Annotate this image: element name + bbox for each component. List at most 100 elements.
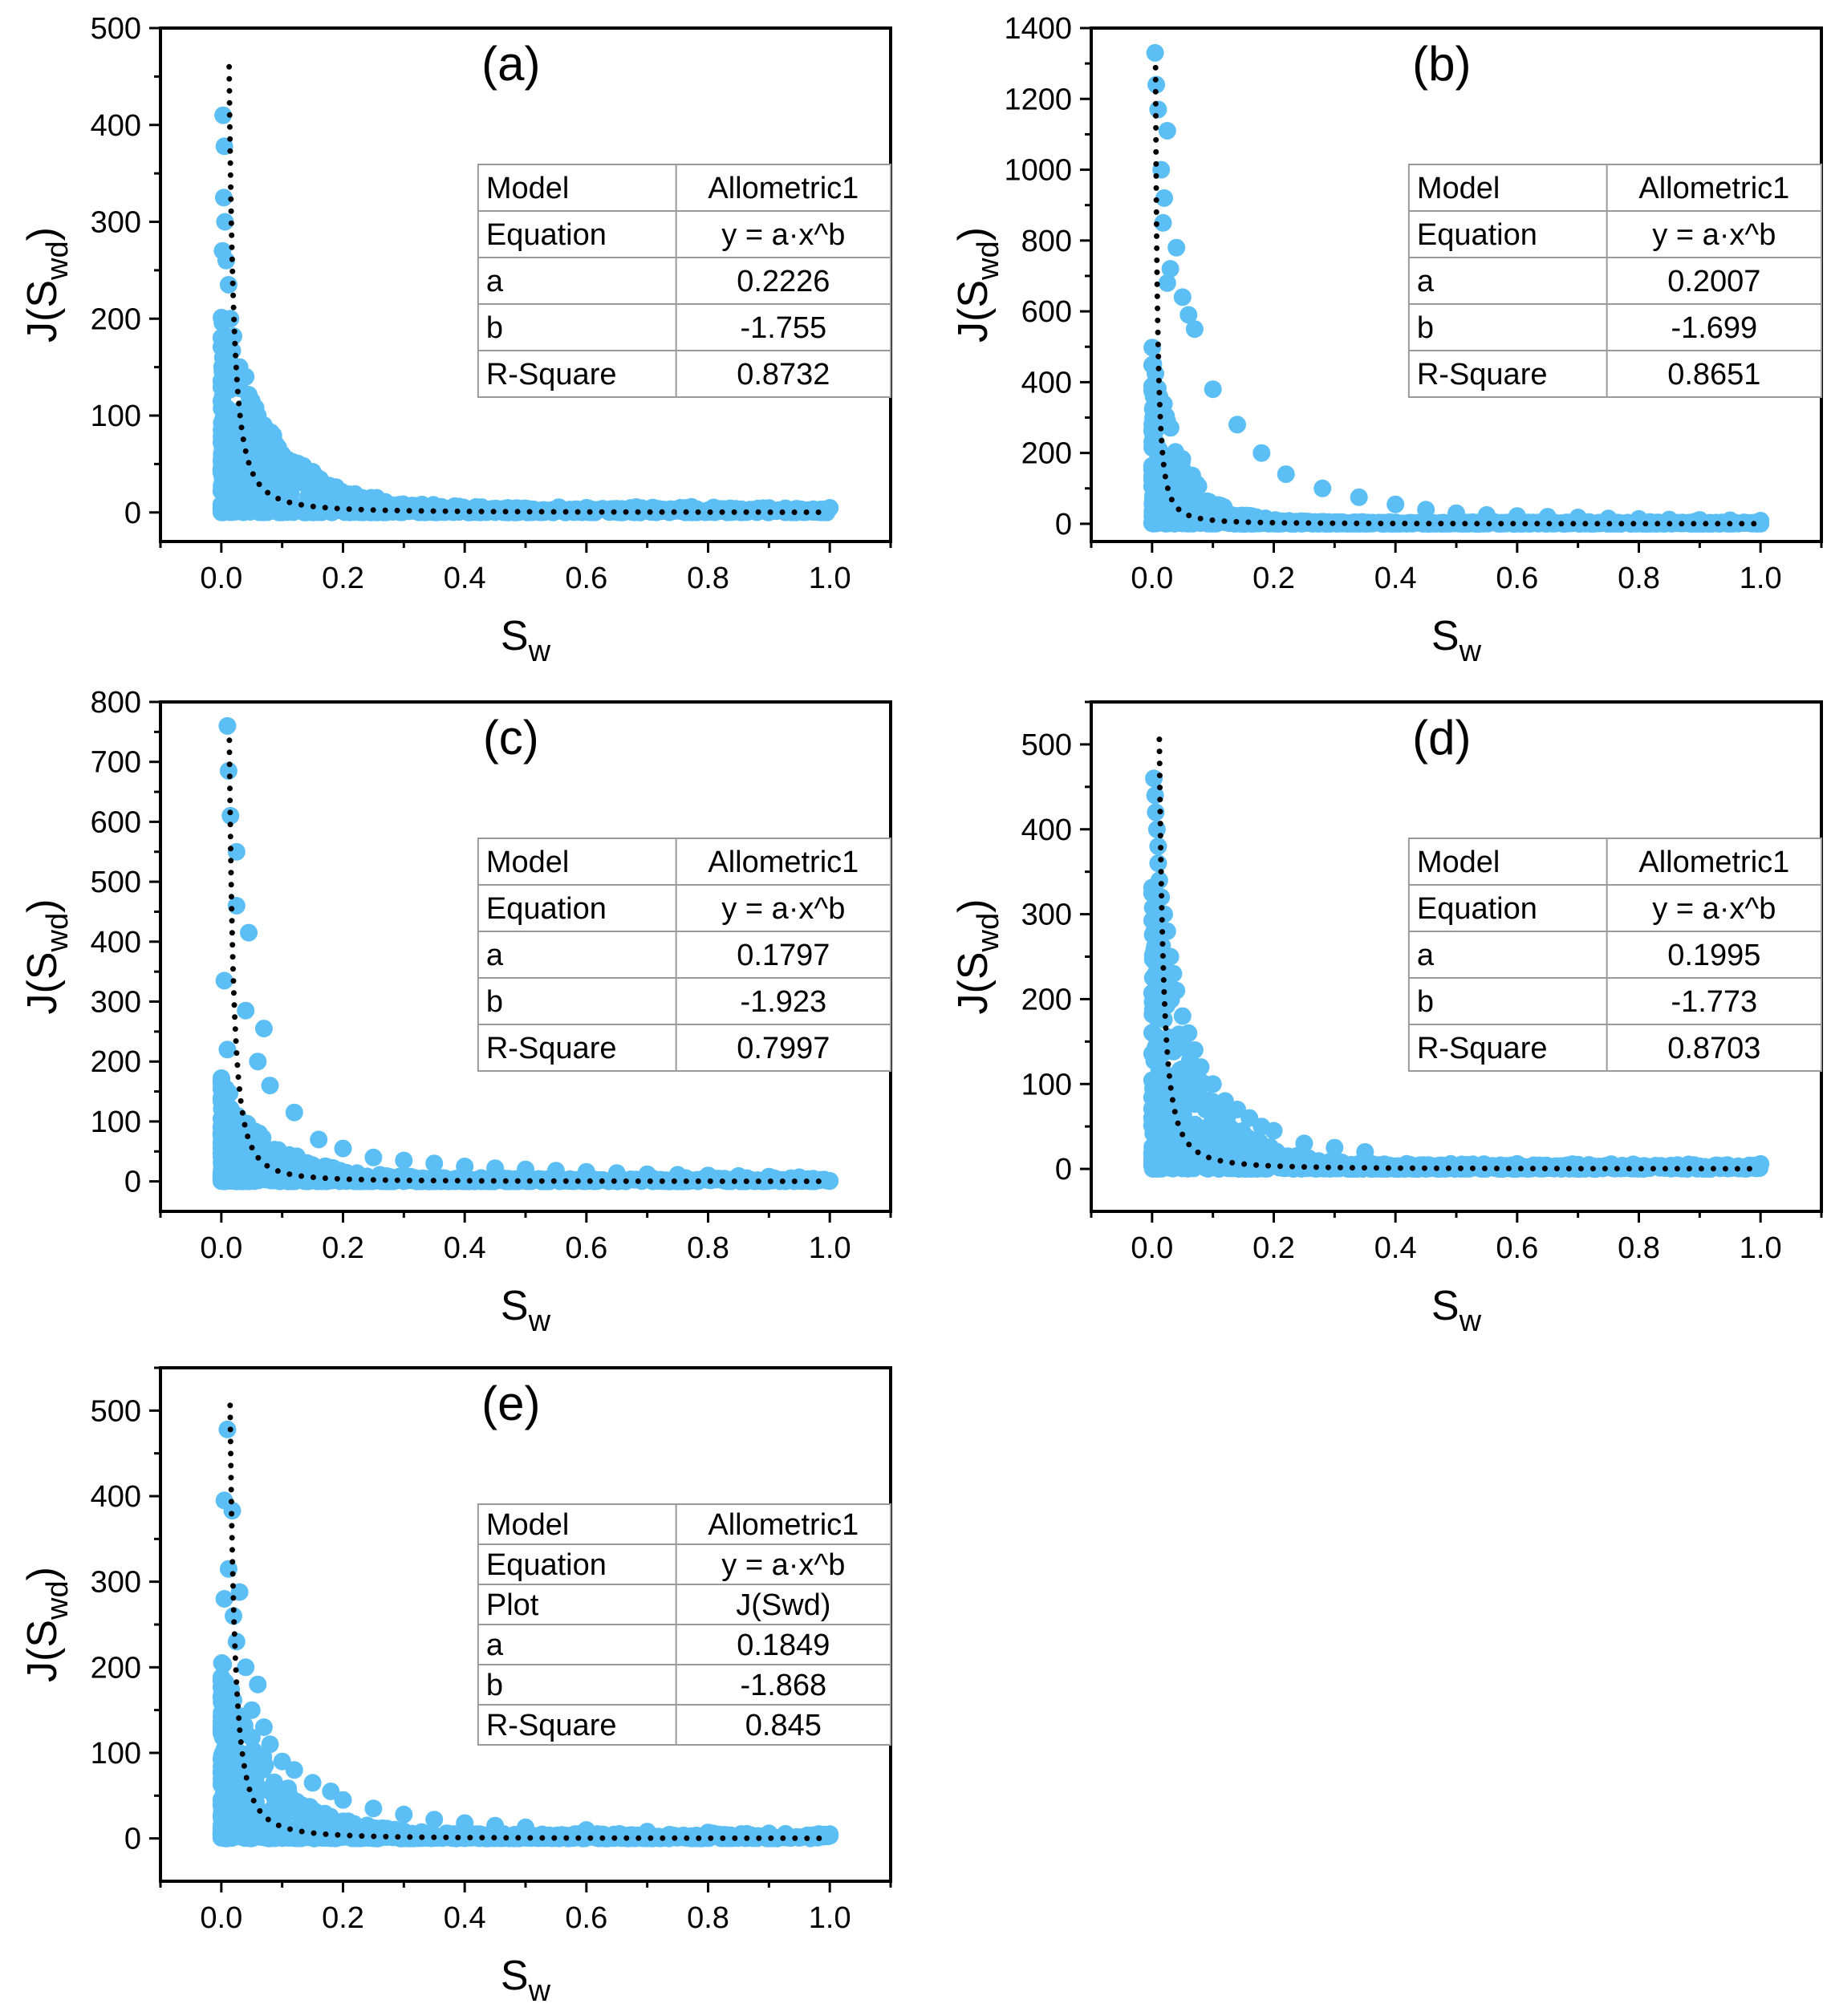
table-key: R-Square — [486, 1032, 617, 1065]
y-tick-label: 300 — [1021, 898, 1072, 932]
table-key: Equation — [486, 218, 607, 252]
scatter-point — [1150, 871, 1168, 890]
scatter-point — [425, 1811, 444, 1829]
y-tick-label: 400 — [91, 109, 141, 143]
panel-b: 0.0 0.2 0.4 0.6 0.8 1.0Sw02004006008001000120… — [950, 12, 1823, 668]
table-key: Model — [1417, 172, 1500, 205]
table-value: Allometric1 — [1638, 172, 1789, 205]
scatter-point — [821, 1825, 839, 1844]
scatter-point — [1179, 306, 1198, 324]
scatter-point — [214, 1088, 233, 1106]
scatter-point — [1144, 1079, 1162, 1097]
scatter-point — [1203, 1093, 1221, 1111]
scatter-point — [1164, 964, 1183, 983]
scatter-point — [223, 1736, 242, 1754]
table-value: y = a·x^b — [721, 1548, 845, 1582]
y-tick-label: 200 — [91, 1045, 141, 1079]
table-key: Model — [486, 846, 570, 879]
fit-curve — [1156, 736, 1764, 1172]
y-tick-label: 100 — [91, 1105, 141, 1139]
table-value: 0.1797 — [737, 939, 830, 972]
scatter-point — [212, 371, 230, 390]
x-tick-label: 1.0 — [1740, 562, 1782, 595]
x-axis: 0.0 0.2 0.4 0.6 0.8 1.0Sw — [1090, 1211, 1823, 1338]
x-axis-title: Sw — [501, 613, 551, 668]
table-value: Allometric1 — [708, 172, 859, 205]
panel-label: (d) — [1412, 711, 1471, 765]
fit-line — [226, 63, 833, 515]
fit-table: Model Allometric1 Equation y = a·x^b a 0.2007… — [1407, 164, 1822, 398]
scatter-point — [1185, 320, 1204, 339]
x-tick-label: 0.6 — [565, 562, 607, 595]
y-tick-label: 1000 — [1004, 154, 1072, 188]
scatter-point — [1155, 1010, 1173, 1028]
panel-e: 0.0 0.2 0.4 0.6 0.8 1.0 Sw 0 100 200 300 400 500 J(Sw… — [19, 1366, 892, 2008]
table-key: R-Square — [1417, 1032, 1548, 1065]
y-tick-label: 0 — [1055, 508, 1072, 542]
scatter-point — [1192, 1058, 1210, 1077]
y-tick-label: 300 — [91, 1566, 141, 1600]
scatter-point — [213, 1147, 232, 1166]
panel-label: (b) — [1412, 37, 1471, 91]
y-tick-label: 0 — [1055, 1153, 1072, 1186]
x-tick-label: 0.8 — [1618, 1231, 1660, 1265]
scatter-point — [1179, 1024, 1198, 1042]
scatter-point — [1721, 511, 1740, 529]
panel-d: 0.0 0.2 0.4 0.6 0.8 1.0Sw0100200300400500J(Sw… — [950, 700, 1823, 1338]
scatter-point — [235, 471, 254, 489]
scatter-point — [221, 1114, 240, 1133]
scatter-point — [1599, 509, 1618, 528]
scatter-point — [221, 806, 240, 825]
table-key: b — [1417, 311, 1434, 345]
y-tick-label: 500 — [91, 12, 141, 46]
scatter-point — [486, 1816, 505, 1835]
scatter-point — [1166, 1142, 1184, 1160]
x-tick-label: 1.0 — [809, 1231, 851, 1265]
table-key: Model — [486, 172, 570, 205]
scatter-point — [1253, 444, 1271, 462]
y-tick-label: 800 — [1021, 225, 1072, 258]
scatter-point — [214, 106, 233, 124]
y-tick-label: 400 — [1021, 813, 1072, 847]
table-key: Model — [1417, 846, 1500, 879]
scatter-point — [395, 1805, 413, 1823]
scatter-point — [221, 453, 240, 471]
x-tick-label: 0.0 — [200, 1231, 242, 1265]
scatter-point — [1144, 426, 1163, 444]
scatter-point — [821, 1171, 839, 1190]
scatter-point — [1163, 1128, 1182, 1146]
table-key: R-Square — [486, 1709, 617, 1742]
scatter-point — [213, 428, 231, 446]
scatter-point — [1447, 504, 1465, 522]
scatter-point — [1173, 1007, 1192, 1025]
scatter-point — [213, 1766, 231, 1784]
scatter-point — [215, 1590, 233, 1608]
scatter-point — [221, 1686, 240, 1705]
scatter-point — [213, 1809, 231, 1827]
x-tick-label: 0.4 — [444, 562, 486, 595]
scatter-point — [1186, 1115, 1204, 1134]
scatter-point — [214, 1655, 233, 1673]
scatter-point — [219, 276, 238, 294]
scatter-point — [1228, 416, 1246, 434]
scatter-point — [577, 1821, 595, 1839]
scatter-point — [322, 1783, 340, 1800]
scatter-point — [238, 1801, 257, 1819]
scatter-point — [254, 1129, 272, 1147]
panel-a: 0.0 0.2 0.4 0.6 0.8 1.0Sw0100200300400500J(Sw… — [19, 12, 892, 668]
scatter-point — [217, 477, 235, 494]
table-key: b — [1417, 985, 1434, 1019]
y-tick-label: 1400 — [1004, 12, 1072, 46]
scatter-point — [334, 1791, 352, 1809]
scatter-points — [212, 106, 839, 521]
x-tick-label: 0.8 — [687, 562, 729, 595]
x-tick-label: 0.6 — [1496, 562, 1538, 595]
y-tick-label: 300 — [91, 206, 141, 240]
table-key: a — [1417, 939, 1435, 972]
scatter-point — [1752, 1154, 1770, 1173]
table-value: 0.8732 — [737, 358, 830, 391]
x-tick-label: 0.0 — [1131, 1231, 1173, 1265]
scatter-point — [240, 923, 258, 942]
table-value: 0.8651 — [1667, 358, 1760, 391]
scatter-point — [1143, 1109, 1161, 1127]
